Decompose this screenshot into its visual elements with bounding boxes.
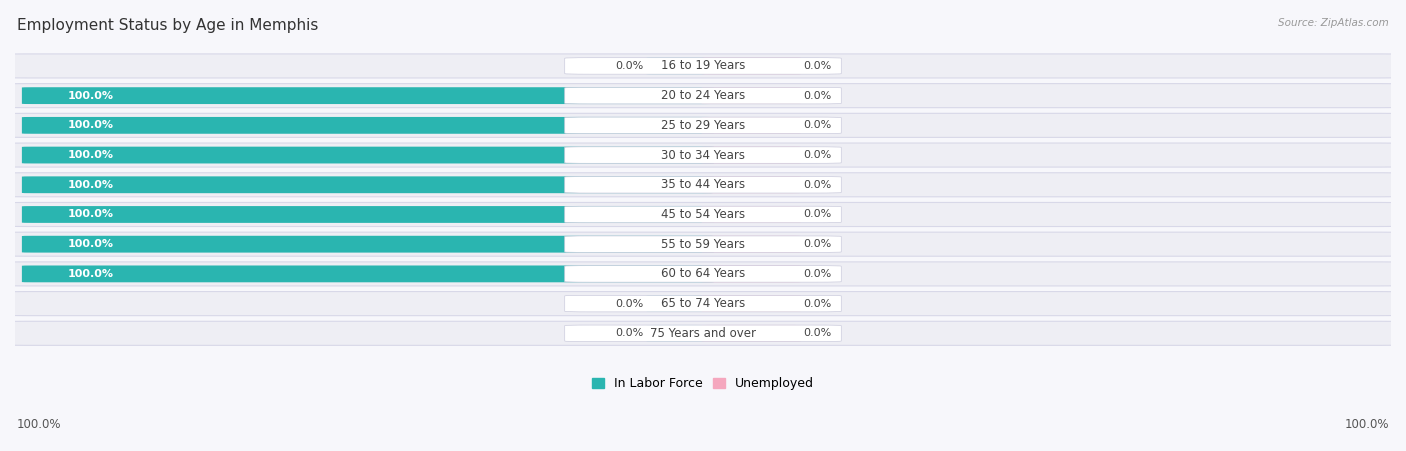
Text: 0.0%: 0.0% (803, 269, 832, 279)
Text: 25 to 29 Years: 25 to 29 Years (661, 119, 745, 132)
FancyBboxPatch shape (22, 266, 714, 282)
FancyBboxPatch shape (6, 143, 1400, 167)
FancyBboxPatch shape (565, 266, 841, 282)
Text: 60 to 64 Years: 60 to 64 Years (661, 267, 745, 281)
FancyBboxPatch shape (702, 236, 800, 253)
Text: 0.0%: 0.0% (803, 150, 832, 160)
FancyBboxPatch shape (702, 58, 800, 74)
Text: 100.0%: 100.0% (17, 418, 62, 431)
FancyBboxPatch shape (565, 206, 841, 223)
FancyBboxPatch shape (565, 87, 841, 104)
FancyBboxPatch shape (702, 295, 800, 312)
Text: 0.0%: 0.0% (616, 61, 644, 71)
Text: 100.0%: 100.0% (67, 239, 114, 249)
FancyBboxPatch shape (647, 58, 704, 74)
Text: 100.0%: 100.0% (67, 180, 114, 190)
FancyBboxPatch shape (565, 236, 841, 253)
FancyBboxPatch shape (647, 325, 704, 342)
Legend: In Labor Force, Unemployed: In Labor Force, Unemployed (586, 373, 820, 396)
FancyBboxPatch shape (565, 176, 841, 193)
Text: Employment Status by Age in Memphis: Employment Status by Age in Memphis (17, 18, 318, 33)
Text: 75 Years and over: 75 Years and over (650, 327, 756, 340)
FancyBboxPatch shape (22, 117, 714, 134)
Text: 100.0%: 100.0% (67, 120, 114, 130)
FancyBboxPatch shape (22, 147, 714, 163)
FancyBboxPatch shape (702, 206, 800, 223)
FancyBboxPatch shape (22, 206, 714, 223)
FancyBboxPatch shape (6, 54, 1400, 78)
Text: 65 to 74 Years: 65 to 74 Years (661, 297, 745, 310)
FancyBboxPatch shape (702, 325, 800, 342)
Text: 100.0%: 100.0% (67, 209, 114, 220)
Text: 100.0%: 100.0% (1344, 418, 1389, 431)
Text: 0.0%: 0.0% (616, 328, 644, 338)
Text: 30 to 34 Years: 30 to 34 Years (661, 148, 745, 161)
Text: 0.0%: 0.0% (803, 209, 832, 220)
FancyBboxPatch shape (6, 83, 1400, 108)
FancyBboxPatch shape (6, 113, 1400, 138)
FancyBboxPatch shape (565, 295, 841, 312)
FancyBboxPatch shape (565, 117, 841, 133)
FancyBboxPatch shape (565, 58, 841, 74)
Text: 100.0%: 100.0% (67, 269, 114, 279)
Text: 0.0%: 0.0% (803, 61, 832, 71)
FancyBboxPatch shape (6, 232, 1400, 256)
FancyBboxPatch shape (6, 202, 1400, 226)
FancyBboxPatch shape (702, 87, 800, 104)
Text: 0.0%: 0.0% (803, 239, 832, 249)
Text: 0.0%: 0.0% (616, 299, 644, 308)
FancyBboxPatch shape (6, 262, 1400, 286)
Text: 0.0%: 0.0% (803, 180, 832, 190)
FancyBboxPatch shape (22, 176, 714, 193)
FancyBboxPatch shape (702, 117, 800, 133)
Text: 100.0%: 100.0% (67, 91, 114, 101)
FancyBboxPatch shape (702, 266, 800, 282)
Text: 45 to 54 Years: 45 to 54 Years (661, 208, 745, 221)
Text: 0.0%: 0.0% (803, 120, 832, 130)
Text: 16 to 19 Years: 16 to 19 Years (661, 60, 745, 73)
FancyBboxPatch shape (22, 87, 714, 104)
FancyBboxPatch shape (6, 321, 1400, 345)
FancyBboxPatch shape (702, 176, 800, 193)
Text: 55 to 59 Years: 55 to 59 Years (661, 238, 745, 251)
FancyBboxPatch shape (565, 325, 841, 341)
FancyBboxPatch shape (647, 295, 704, 312)
Text: 20 to 24 Years: 20 to 24 Years (661, 89, 745, 102)
Text: 35 to 44 Years: 35 to 44 Years (661, 178, 745, 191)
FancyBboxPatch shape (22, 236, 714, 253)
Text: Source: ZipAtlas.com: Source: ZipAtlas.com (1278, 18, 1389, 28)
Text: 0.0%: 0.0% (803, 299, 832, 308)
FancyBboxPatch shape (565, 147, 841, 163)
Text: 0.0%: 0.0% (803, 328, 832, 338)
FancyBboxPatch shape (702, 147, 800, 163)
FancyBboxPatch shape (6, 292, 1400, 316)
Text: 100.0%: 100.0% (67, 150, 114, 160)
Text: 0.0%: 0.0% (803, 91, 832, 101)
FancyBboxPatch shape (6, 173, 1400, 197)
